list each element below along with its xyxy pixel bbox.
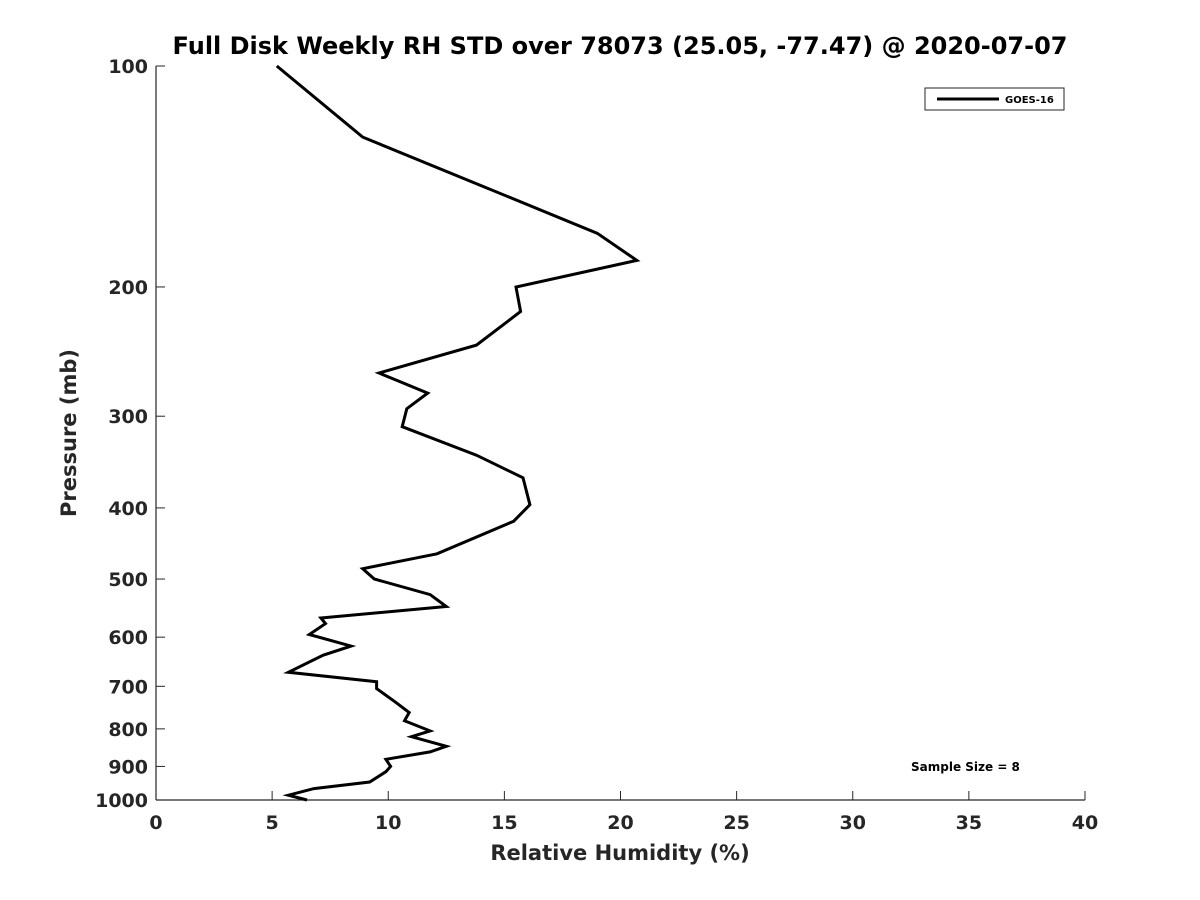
y-tick-label: 600: [108, 627, 148, 649]
x-tick-label: 30: [840, 812, 866, 834]
sample-size-annotation: Sample Size = 8: [911, 760, 1020, 774]
x-tick-label: 35: [956, 812, 982, 834]
legend-label-goes-16: GOES-16: [1005, 95, 1054, 106]
y-tick-label: 300: [108, 406, 148, 428]
y-tick-label: 800: [108, 719, 148, 741]
chart-title: Full Disk Weekly RH STD over 78073 (25.0…: [173, 32, 1068, 60]
x-tick-label: 0: [149, 812, 162, 834]
x-tick-label: 5: [266, 812, 279, 834]
y-tick-label: 400: [108, 498, 148, 520]
x-tick-label: 20: [607, 812, 633, 834]
x-tick-label: 40: [1072, 812, 1098, 834]
x-tick-label: 10: [375, 812, 401, 834]
series-layer: [275, 64, 641, 802]
legend: GOES-16: [924, 87, 1065, 111]
x-tick-label: 15: [491, 812, 517, 834]
y-ticks: 100 200 300 400 500 600 700 800 900 1000: [95, 56, 165, 812]
series-line-goes-16: [275, 64, 641, 802]
y-tick-label: 1000: [95, 790, 148, 812]
y-tick-label: 500: [108, 569, 148, 591]
x-ticks: 0 5 10 15 20 25 30 35 40: [149, 791, 1098, 834]
x-axis-label: Relative Humidity (%): [490, 841, 749, 865]
y-tick-label: 100: [108, 56, 148, 78]
y-axis-label: Pressure (mb): [57, 349, 81, 517]
x-tick-label: 25: [723, 812, 749, 834]
y-tick-label: 700: [108, 676, 148, 698]
y-tick-label: 200: [108, 277, 148, 299]
y-tick-label: 900: [108, 756, 148, 778]
